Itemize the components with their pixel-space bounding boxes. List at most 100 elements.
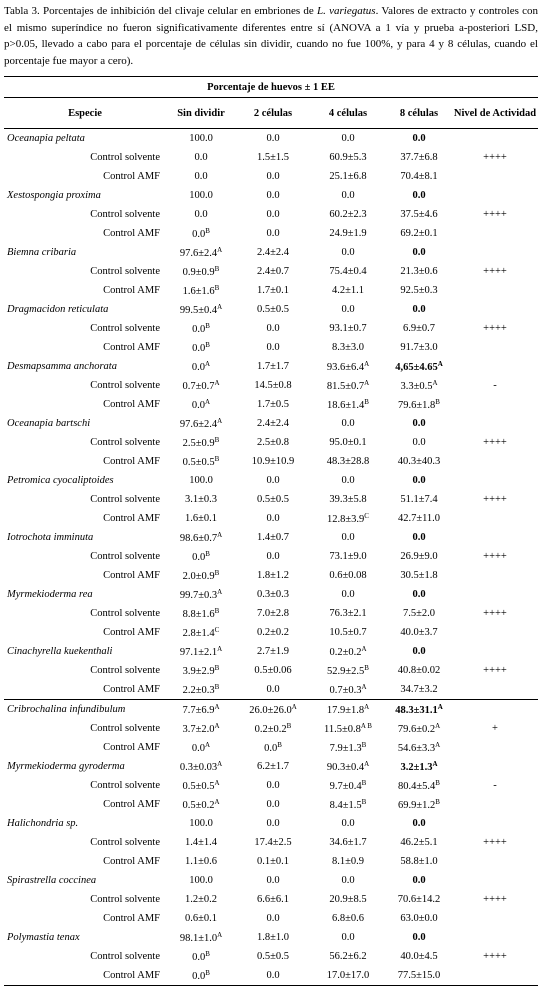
- cell-value: 0.0: [191, 743, 206, 754]
- superscript: C: [364, 512, 369, 520]
- cell: 0.0: [266, 133, 280, 144]
- activity: [452, 452, 538, 471]
- cell-value: 17.9±1.8: [326, 705, 365, 716]
- cell-value: 90.3±0.4: [326, 762, 365, 773]
- caption-species: L. variegatus: [317, 5, 376, 17]
- superscript: A: [437, 360, 443, 368]
- cell: 79.6±0.2A: [386, 719, 452, 738]
- cell: [452, 814, 538, 833]
- control-label: Control AMF: [103, 342, 160, 353]
- control-label: Control AMF: [4, 966, 166, 986]
- activity: [452, 852, 538, 871]
- cell: [452, 528, 538, 547]
- control-label: Control solvente: [90, 951, 160, 962]
- cell: 0.0: [341, 133, 355, 144]
- superscript: A: [291, 703, 297, 711]
- superscript: A: [217, 246, 223, 254]
- control-label: Control solvente: [90, 209, 160, 220]
- control-row: Control AMF 0.5±0.5B 10.9±10.9 48.3±28.8 40.…: [4, 452, 538, 471]
- activity: [452, 966, 538, 986]
- cell-value: 11.5±0.8: [324, 724, 361, 735]
- activity: [452, 509, 538, 528]
- cell-value: 99.7±0.3: [179, 590, 218, 601]
- activity: [452, 623, 538, 642]
- cell: [452, 129, 538, 149]
- control-label: Control solvente: [90, 380, 160, 391]
- superscript: A: [217, 760, 223, 768]
- cell: 1.7±0.5: [256, 399, 289, 410]
- column-header: Nivel de Actividad: [452, 97, 538, 129]
- cell-value: 0.3±0.03: [179, 762, 218, 773]
- control-label: Control solvente: [90, 494, 160, 505]
- superscript: A: [435, 741, 441, 749]
- cell: 0.0: [341, 818, 355, 829]
- cell-value: 0.0: [192, 952, 206, 963]
- control-label: Control AMF: [103, 684, 160, 695]
- cell: 0.0B: [166, 224, 236, 243]
- cell-value: 0.0: [191, 362, 206, 373]
- column-header: Especie: [4, 97, 166, 129]
- cell: 30.5±1.8: [400, 570, 438, 581]
- cell-value: 0.0: [192, 324, 206, 335]
- cell: 0.0: [194, 209, 208, 220]
- species-row: Oceanapia bartschi 97.6±2.4A 2.4±2.4 0.0 0.0: [4, 414, 538, 433]
- cell: 0.0: [194, 171, 208, 182]
- cell: 0.5±0.06: [254, 665, 292, 676]
- cell-value: 8.4±1.5: [329, 800, 362, 811]
- activity: [452, 738, 538, 757]
- superscript: A: [435, 722, 441, 730]
- cell: 0.0A: [166, 738, 236, 757]
- activity: ++++: [483, 608, 507, 619]
- cell-value: 98.1±1.0: [179, 933, 218, 944]
- cell-value: 0.7±0.3: [329, 685, 362, 696]
- cell-value: 52.9±2.5: [327, 666, 365, 677]
- cell: 0.0: [412, 932, 426, 943]
- cell: 60.2±2.3: [329, 209, 367, 220]
- cell: 8.1±0.9: [331, 856, 364, 867]
- cell: 40.0±3.7: [400, 627, 438, 638]
- cell: 70.6±14.2: [397, 894, 441, 905]
- control-label: Control AMF: [103, 799, 160, 810]
- cell-value: 7.7±6.9: [182, 705, 215, 716]
- control-row: Control solvente 1.2±0.2 6.6±6.1 20.9±8.5 70…: [4, 890, 538, 909]
- cell: 40.8±0.02: [397, 665, 441, 676]
- activity: [452, 395, 538, 414]
- cell: 0.0B: [166, 547, 236, 566]
- superscript: A: [214, 722, 220, 730]
- cell: 1.7±1.7: [256, 361, 289, 372]
- cell: 0.0A: [166, 395, 236, 414]
- control-row: Control solvente 0.0B 0.0 73.1±9.0 26.9±9.0 +…: [4, 547, 538, 566]
- cell: 100.0: [189, 475, 213, 486]
- activity: ++++: [483, 494, 507, 505]
- superscript: A: [364, 703, 370, 711]
- cell: 1.6±0.1: [184, 513, 217, 524]
- cell: 0.0: [341, 304, 355, 315]
- activity: [452, 224, 538, 243]
- cell-value: 0.0: [192, 971, 206, 982]
- cell-value: 1.6±1.6: [182, 286, 215, 297]
- cell-value: 0.0: [264, 743, 278, 754]
- activity: ++++: [483, 152, 507, 163]
- cell: 0.2±0.2A: [310, 642, 386, 661]
- species-name: Xestospongia proxima: [7, 190, 101, 201]
- cell-value: 48.3±31.1: [395, 705, 438, 716]
- cell: 0.3±0.3: [256, 589, 289, 600]
- superscript: B: [214, 284, 220, 292]
- control-label: Control solvente: [90, 780, 160, 791]
- cell: 0.0: [412, 133, 426, 144]
- cell: [452, 471, 538, 490]
- cell-value: 0.0: [192, 552, 206, 563]
- cell: 0.0: [266, 209, 280, 220]
- control-label: Control AMF: [103, 570, 160, 581]
- superscript: B: [205, 550, 210, 558]
- cell: 14.5±0.8: [254, 380, 292, 391]
- cell: 0.7±0.3A: [310, 680, 386, 700]
- cell: 93.1±0.7: [329, 323, 367, 334]
- control-row: Control AMF 0.0 0.0 25.1±6.8 70.4±8.1: [4, 167, 538, 186]
- cell: 92.5±0.3: [400, 285, 438, 296]
- control-label: Control AMF: [103, 856, 160, 867]
- cell-value: 3.7±2.0: [182, 724, 215, 735]
- cell: 17.4±2.5: [254, 837, 292, 848]
- cell-value: 3.2±1.3: [400, 762, 433, 773]
- cell: 0.0: [266, 475, 280, 486]
